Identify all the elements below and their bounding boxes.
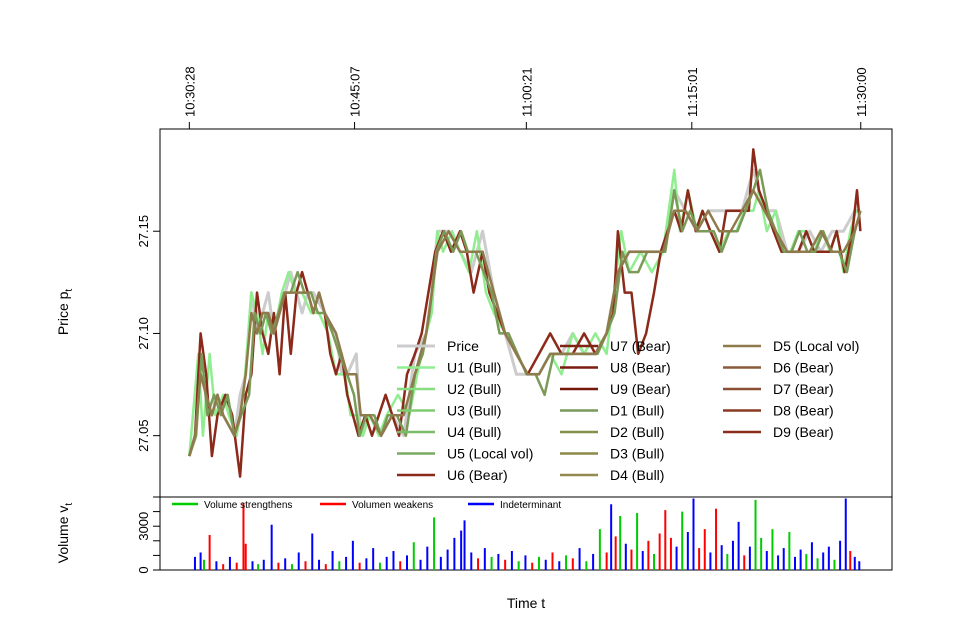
legend-label: D1 (Bull) bbox=[610, 403, 664, 419]
legend-item: D6 (Bear) bbox=[723, 360, 834, 376]
volume-legend-item: Volumen weakens bbox=[320, 500, 433, 511]
price-axis-title: Price pt bbox=[55, 289, 75, 336]
time-axis-title: Time t bbox=[507, 595, 545, 611]
series-line-d5-local-vol bbox=[188, 189, 862, 457]
price-axis-title-sub: t bbox=[64, 289, 75, 292]
legend-item: D1 (Bull) bbox=[560, 403, 664, 419]
legend-label: U3 (Bull) bbox=[447, 403, 501, 419]
time-tick-label: 11:30:00 bbox=[854, 67, 869, 117]
legend-label: D9 (Bear) bbox=[773, 424, 834, 440]
volume-legend-item: Indeterminant bbox=[468, 500, 561, 511]
volume-axis-title-main: Volume v bbox=[55, 506, 71, 564]
legend-label: U1 (Bull) bbox=[447, 360, 501, 376]
legend-item: D2 (Bull) bbox=[560, 424, 664, 440]
series-line-u6-bear bbox=[188, 148, 862, 478]
price-panel: 10:30:28 10:45:07 11:00:21 11:15:01 11:30:00… bbox=[136, 66, 893, 498]
legend-item: U3 (Bull) bbox=[397, 403, 501, 419]
volume-panel: 0 3000 Volume strengthens Volumen weakens In… bbox=[136, 496, 893, 574]
legend-item: D5 (Local vol) bbox=[723, 338, 859, 354]
legend-label: D4 (Bull) bbox=[610, 467, 664, 483]
legend-label: D6 (Bear) bbox=[773, 360, 834, 376]
legend-item: U7 (Bear) bbox=[560, 338, 671, 354]
volume-tick-label: 0 bbox=[136, 566, 151, 573]
volume-legend-label: Indeterminant bbox=[500, 500, 561, 511]
time-tick-label: 10:45:07 bbox=[348, 66, 363, 117]
legend-item: D3 (Bull) bbox=[560, 446, 664, 462]
legend-label: D2 (Bull) bbox=[610, 424, 664, 440]
legend-item: U4 (Bull) bbox=[397, 424, 501, 440]
price-tick-label: 27.10 bbox=[136, 317, 151, 350]
legend-label: Price bbox=[447, 338, 479, 354]
legend-label: D7 (Bear) bbox=[773, 381, 834, 397]
legend-item: D9 (Bear) bbox=[723, 424, 834, 440]
legend-label: U8 (Bear) bbox=[610, 360, 671, 376]
volume-axis-title-sub: t bbox=[64, 503, 75, 506]
time-tick-label: 11:15:01 bbox=[685, 67, 700, 117]
time-tick-label: 10:30:28 bbox=[182, 66, 197, 117]
price-tick-label: 27.15 bbox=[136, 215, 151, 248]
legend-item: U1 (Bull) bbox=[397, 360, 501, 376]
legend-label: D8 (Bear) bbox=[773, 403, 834, 419]
legend-item: D4 (Bull) bbox=[560, 467, 664, 483]
legend-item: Price bbox=[397, 338, 479, 354]
legend-label: D3 (Bull) bbox=[610, 446, 664, 462]
legend-label: U5 (Local vol) bbox=[447, 446, 533, 462]
volume-legend-item: Volume strengthens bbox=[172, 500, 292, 511]
price-tick-label: 27.05 bbox=[136, 419, 151, 452]
volume-axis-title: Volume vt bbox=[55, 503, 75, 564]
price-axis-title-main: Price p bbox=[55, 291, 71, 335]
legend-label: U2 (Bull) bbox=[447, 381, 501, 397]
legend-item: U2 (Bull) bbox=[397, 381, 501, 397]
volume-legend-label: Volume strengthens bbox=[204, 500, 292, 511]
legend-item: U9 (Bear) bbox=[560, 381, 671, 397]
legend-label: U6 (Bear) bbox=[447, 467, 508, 483]
time-tick-label: 11:00:21 bbox=[519, 67, 534, 117]
legend-label: U9 (Bear) bbox=[610, 381, 671, 397]
legend-item: D7 (Bear) bbox=[723, 381, 834, 397]
legend-item: U6 (Bear) bbox=[397, 467, 508, 483]
legend-item: U5 (Local vol) bbox=[397, 446, 533, 462]
volume-legend-label: Volumen weakens bbox=[352, 500, 433, 511]
legend-label: U4 (Bull) bbox=[447, 424, 501, 440]
volume-tick-label: 3000 bbox=[136, 512, 151, 541]
legend-item: D8 (Bear) bbox=[723, 403, 834, 419]
legend-label: D5 (Local vol) bbox=[773, 338, 859, 354]
legend-item: U8 (Bear) bbox=[560, 360, 671, 376]
legend-label: U7 (Bear) bbox=[610, 338, 671, 354]
